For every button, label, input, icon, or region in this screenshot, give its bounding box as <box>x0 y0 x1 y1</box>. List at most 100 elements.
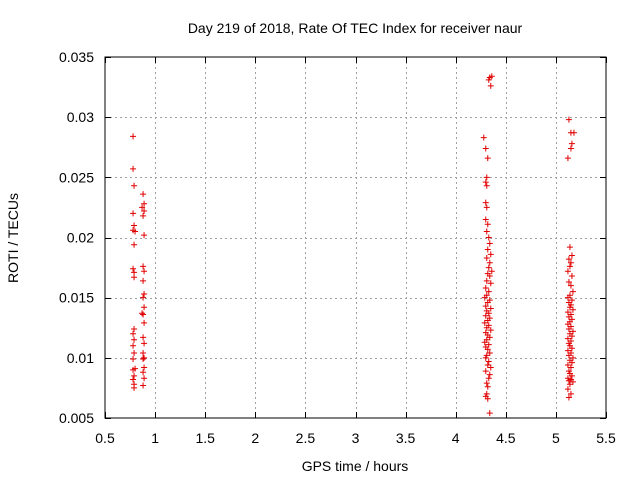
data-point-marker <box>484 362 491 369</box>
data-point-marker <box>484 346 491 353</box>
data-point-marker <box>565 377 572 384</box>
data-point-marker <box>482 285 489 292</box>
data-point-marker <box>131 336 138 343</box>
data-point-marker <box>140 191 147 198</box>
data-point-marker <box>486 350 493 357</box>
data-point-marker <box>565 116 572 123</box>
data-point-marker <box>131 274 138 281</box>
data-point-marker <box>486 273 493 280</box>
data-point-marker <box>564 347 571 354</box>
x-tick-label: 4 <box>452 430 460 446</box>
data-point-marker <box>484 317 491 324</box>
plot-frame <box>104 56 607 419</box>
data-point-marker <box>566 304 573 311</box>
data-point-marker <box>564 294 571 301</box>
data-point-marker <box>141 304 148 311</box>
data-point-marker <box>141 375 148 382</box>
data-point-marker <box>567 259 574 266</box>
data-point-marker <box>140 263 147 270</box>
data-point-marker <box>141 208 148 215</box>
data-point-marker <box>568 297 575 304</box>
data-point-marker <box>484 221 491 228</box>
data-point-marker <box>482 216 489 223</box>
data-point-marker <box>564 386 571 393</box>
data-point-marker <box>485 341 492 348</box>
data-point-marker <box>484 155 491 162</box>
data-point-marker <box>567 145 574 152</box>
data-point-marker <box>140 382 147 389</box>
data-point-marker <box>570 129 577 136</box>
data-point-marker <box>484 246 491 253</box>
data-point-marker <box>564 321 571 328</box>
x-tick-label: 1 <box>151 430 159 446</box>
data-point-marker <box>141 319 148 326</box>
data-point-marker <box>569 288 576 295</box>
data-point-marker <box>130 165 137 172</box>
data-point-marker <box>141 200 148 207</box>
data-point-marker <box>131 372 138 379</box>
x-tick-label: 0.5 <box>95 430 115 446</box>
data-point-marker <box>483 182 490 189</box>
data-point-marker <box>485 76 492 83</box>
data-point-marker <box>483 380 490 387</box>
data-point-marker <box>567 364 574 371</box>
y-tick-label: 0.035 <box>59 49 94 65</box>
data-point-marker <box>568 273 575 280</box>
data-point-marker <box>140 311 147 318</box>
data-point-marker <box>485 375 492 382</box>
data-point-marker <box>487 364 494 371</box>
data-point-marker <box>569 378 576 385</box>
data-point-marker <box>483 174 490 181</box>
data-point-marker <box>483 204 490 211</box>
data-point-marker <box>482 199 489 206</box>
data-point-marker <box>140 369 147 376</box>
data-point-marker <box>484 383 491 390</box>
data-point-marker <box>140 277 147 284</box>
data-point-marker <box>140 350 147 357</box>
data-point-marker <box>482 368 489 375</box>
grid-lines <box>105 57 606 418</box>
data-point-marker <box>565 313 572 320</box>
data-point-marker <box>132 228 139 235</box>
data-point-marker <box>483 254 490 261</box>
data-point-marker <box>130 342 137 349</box>
data-point-marker <box>131 241 138 248</box>
data-point-marker <box>130 330 137 337</box>
data-point-marker <box>481 319 488 326</box>
axis-ticks <box>105 57 607 419</box>
data-point-marker <box>564 362 571 369</box>
data-point-marker <box>482 179 489 186</box>
data-point-marker <box>131 350 138 357</box>
x-tick-label: 4.5 <box>496 430 516 446</box>
data-point-marker <box>483 324 490 331</box>
x-tick-label: 2 <box>251 430 259 446</box>
data-point-marker <box>564 335 571 342</box>
data-point-marker <box>484 395 491 402</box>
data-point-marker <box>482 303 489 310</box>
data-point-marker <box>140 294 147 301</box>
y-axis-label: ROTI / TECUs <box>5 193 21 283</box>
data-point-marker <box>485 288 492 295</box>
data-point-marker <box>130 356 137 363</box>
data-point-marker <box>568 372 575 379</box>
data-point-marker <box>564 268 571 275</box>
data-point-marker <box>566 381 573 388</box>
data-point-marker <box>141 354 148 361</box>
data-point-marker <box>566 244 573 251</box>
data-point-marker <box>485 310 492 317</box>
data-point-marker <box>141 232 148 239</box>
data-point-marker <box>569 306 576 313</box>
data-point-marker <box>482 145 489 152</box>
data-point-marker <box>568 359 575 366</box>
y-tick-label: 0.015 <box>59 290 94 306</box>
data-point-marker <box>141 291 148 298</box>
data-point-marker <box>486 259 493 266</box>
data-point-marker <box>487 251 494 258</box>
data-point-marker <box>485 264 492 271</box>
data-point-marker <box>487 280 494 287</box>
data-point-marker <box>131 182 138 189</box>
data-point-marker <box>567 390 574 397</box>
data-point-marker <box>487 327 494 334</box>
data-point-marker <box>565 256 572 263</box>
